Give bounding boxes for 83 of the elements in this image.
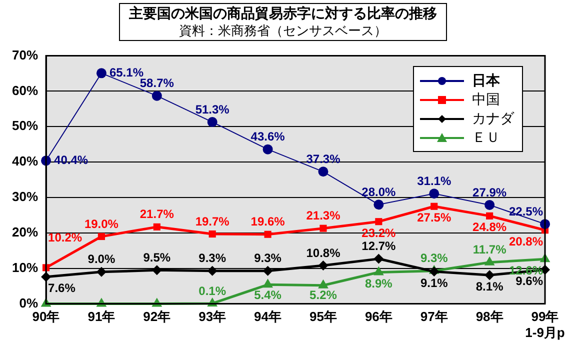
data-label: 12.7% — [362, 239, 396, 254]
data-label: 9.3% — [198, 251, 226, 266]
point — [96, 266, 106, 277]
y-tick-label: 30% — [12, 189, 38, 204]
x-tick-label: 92年 — [143, 309, 171, 324]
point — [486, 212, 494, 220]
point — [262, 278, 273, 288]
data-label: 8.9% — [364, 276, 393, 291]
point — [318, 260, 328, 271]
data-label: 27.9% — [472, 185, 507, 200]
y-tick-label: 70% — [12, 47, 38, 62]
point — [484, 270, 495, 280]
point — [375, 218, 382, 226]
data-label: 9.0% — [88, 252, 116, 266]
point — [430, 202, 438, 210]
point — [152, 90, 162, 101]
point — [318, 279, 328, 288]
point — [484, 256, 495, 266]
point — [429, 188, 440, 199]
y-tick-label: 50% — [12, 118, 38, 134]
data-label: 27.5% — [417, 210, 452, 225]
legend-label: 中国 — [472, 90, 500, 108]
x-tick-label: 91年 — [88, 309, 116, 324]
data-label: 9.3% — [254, 251, 282, 266]
x-tick-label: 96年 — [364, 309, 392, 324]
data-label: 51.3% — [195, 102, 230, 116]
x-tick-label: 97年 — [420, 309, 448, 324]
point — [262, 266, 273, 276]
point — [98, 232, 105, 240]
y-tick-label: 10% — [12, 260, 38, 275]
y-tick-label: 20% — [12, 224, 38, 240]
data-label: 19.7% — [195, 214, 230, 228]
data-label: 9.3% — [420, 251, 448, 266]
data-label: 28.0% — [362, 184, 396, 199]
point — [264, 230, 272, 238]
data-label: 8.1% — [476, 279, 504, 294]
x-tick-label: 90年 — [32, 309, 60, 324]
point — [318, 166, 328, 177]
legend-label: 日本 — [472, 72, 500, 90]
x-tick-label: 93年 — [198, 309, 226, 324]
point — [208, 230, 216, 238]
data-label: 9.1% — [420, 276, 448, 290]
data-label: 11.7% — [472, 242, 507, 257]
y-tick-label: 0% — [19, 295, 38, 310]
legend-label: カナダ — [472, 110, 514, 128]
point — [153, 223, 160, 230]
point — [373, 266, 384, 276]
x-tick-label: 98年 — [476, 309, 504, 324]
data-label: 19.6% — [250, 214, 286, 229]
data-label: 7.6% — [48, 281, 76, 296]
chart-subtitle: 資料：米商務省（センサスベース） — [178, 22, 388, 39]
legend-label: ＥＵ — [472, 128, 500, 146]
point — [429, 266, 440, 277]
point — [320, 224, 327, 232]
data-label: 21.3% — [306, 208, 341, 223]
x-tick-label: 94年 — [254, 309, 282, 324]
data-label: 19.0% — [84, 216, 119, 231]
data-label: 22.5% — [508, 204, 544, 218]
x-tick-label: 99年 1-9月p — [525, 309, 565, 340]
data-label: 21.7% — [140, 207, 174, 222]
point — [96, 68, 106, 78]
point — [484, 200, 495, 210]
point — [374, 200, 384, 210]
data-label: 31.1% — [417, 174, 452, 188]
data-label: 0.1% — [198, 284, 226, 298]
data-label: 10.2% — [48, 230, 82, 245]
y-tick-label: 60% — [12, 82, 38, 98]
point — [374, 254, 384, 264]
y-tick-label: 40% — [12, 154, 38, 169]
data-label: 5.4% — [254, 288, 282, 302]
data-label: 5.2% — [310, 288, 338, 302]
data-label: 10.8% — [306, 246, 341, 260]
data-label: 9.6% — [516, 274, 544, 288]
data-label: 43.6% — [250, 130, 286, 144]
x-tick-label: 95年 — [309, 309, 337, 324]
point — [262, 144, 273, 154]
data-label: 20.8% — [508, 234, 544, 248]
point — [152, 265, 162, 276]
chart-title: 主要国の米国の商品貿易赤字に対する比率の推移 — [128, 5, 438, 22]
data-label: 9.5% — [143, 250, 171, 264]
point — [207, 117, 218, 128]
point — [207, 266, 218, 276]
data-label: 24.8% — [472, 220, 507, 234]
